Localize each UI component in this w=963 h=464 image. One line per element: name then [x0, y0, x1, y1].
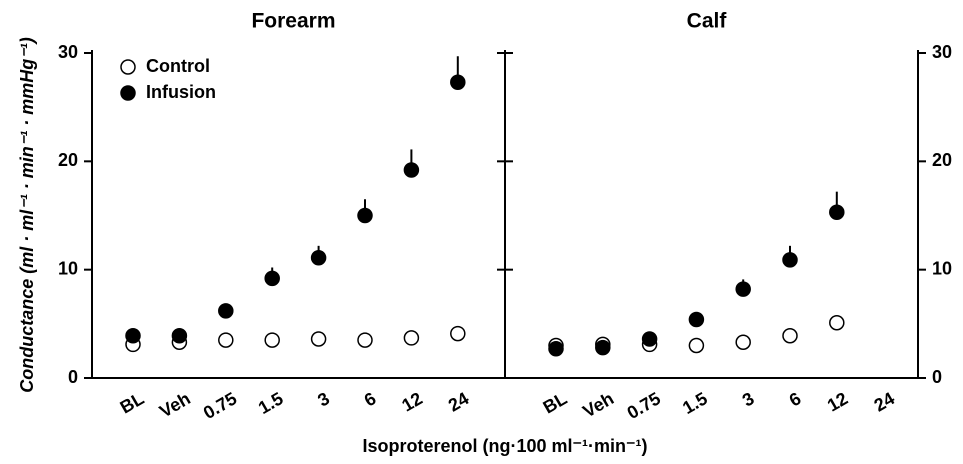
marker — [403, 162, 420, 178]
y-tick-label: 0 — [932, 367, 942, 387]
legend-marker — [120, 85, 136, 101]
marker — [218, 303, 234, 319]
marker — [548, 341, 564, 357]
x-tick-label: 1.5 — [255, 388, 287, 418]
marker — [171, 328, 188, 344]
marker — [357, 332, 373, 348]
marker — [829, 204, 845, 220]
x-axis-label: Isoproterenol (ng·100 ml⁻¹·min⁻¹) — [362, 436, 647, 456]
y-tick-label: 10 — [58, 258, 78, 278]
marker — [782, 252, 798, 268]
marker — [641, 331, 658, 347]
marker — [450, 325, 466, 342]
legend-marker — [120, 59, 136, 75]
marker — [735, 334, 751, 350]
x-tick-label: 0.75 — [200, 388, 240, 423]
marker — [310, 331, 327, 347]
marker — [264, 332, 280, 348]
y-tick-label: 20 — [932, 150, 952, 170]
marker — [450, 74, 466, 90]
chart-title: Forearm — [251, 10, 335, 33]
chart-title: Calf — [687, 10, 728, 33]
y-tick-label: 10 — [932, 258, 952, 278]
marker — [595, 339, 611, 356]
x-tick-label: 0.75 — [624, 388, 664, 423]
x-tick-label: Veh — [579, 388, 617, 421]
x-tick-label: 3 — [739, 388, 758, 410]
y-tick-label: 20 — [58, 150, 78, 170]
x-tick-label: 12 — [398, 388, 425, 415]
marker — [688, 311, 705, 328]
marker — [735, 281, 751, 297]
x-tick-label: 6 — [786, 388, 805, 410]
x-tick-label: 12 — [824, 388, 851, 415]
marker — [357, 207, 373, 224]
legend-label: Control — [146, 56, 210, 76]
x-tick-label: 3 — [314, 388, 333, 410]
marker — [688, 337, 705, 354]
x-tick-label: BL — [117, 388, 148, 417]
x-tick-label: 6 — [361, 388, 380, 410]
y-tick-label: 30 — [932, 42, 952, 62]
marker — [403, 330, 420, 346]
legend-label: Infusion — [146, 82, 216, 102]
x-tick-label: Veh — [156, 388, 194, 421]
marker — [125, 328, 141, 344]
marker — [264, 270, 280, 287]
y-tick-label: 0 — [68, 367, 78, 387]
marker — [782, 328, 798, 344]
marker — [829, 315, 845, 331]
marker — [310, 250, 327, 266]
y-axis-label: Conductance (ml · ml⁻¹ · min⁻¹ · mmHg⁻¹) — [17, 37, 37, 393]
x-tick-label: 24 — [871, 388, 898, 415]
marker — [218, 332, 234, 348]
y-tick-label: 30 — [58, 42, 78, 62]
x-tick-label: BL — [540, 388, 571, 417]
x-tick-label: 1.5 — [679, 388, 711, 418]
x-tick-label: 24 — [445, 388, 472, 415]
